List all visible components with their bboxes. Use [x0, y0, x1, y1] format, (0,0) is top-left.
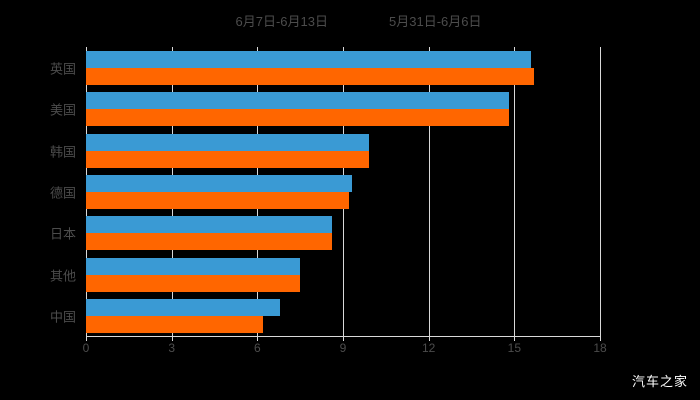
bar-韩国-series-0[interactable]: [86, 133, 369, 151]
legend-label-series-0: 6月7日-6月13日: [235, 13, 328, 29]
bar-英国-series-0[interactable]: [86, 50, 532, 68]
x-tick-label: 3: [168, 341, 175, 355]
x-tick-mark: [86, 337, 87, 341]
category-label-美国: 美国: [49, 102, 76, 118]
bar-美国-series-0[interactable]: [86, 92, 509, 110]
x-tick-label: 6: [253, 341, 261, 355]
bar-中国-series-0[interactable]: [86, 299, 281, 317]
x-tick-mark: [171, 337, 173, 341]
bar-日本-series-0[interactable]: [86, 216, 332, 234]
legend-marker-circle-icon: [219, 16, 229, 26]
gridline: [428, 47, 430, 337]
x-tick-mark: [600, 337, 601, 341]
watermark: 汽车之家: [631, 374, 688, 389]
x-tick-mark: [257, 337, 259, 341]
category-label-中国: 中国: [49, 309, 76, 325]
x-tick-mark: [428, 337, 430, 341]
bar-德国-series-1[interactable]: [86, 192, 349, 209]
x-tick-label: 18: [593, 341, 607, 355]
x-tick-label: 0: [82, 341, 90, 355]
x-tick-label: 12: [421, 341, 436, 355]
x-tick-label: 15: [507, 341, 522, 355]
x-axis-line: [86, 336, 601, 337]
category-label-日本: 日本: [49, 226, 76, 242]
legend-label-series-1: 5月31日-6月6日: [389, 13, 482, 29]
plot-area: [86, 47, 601, 337]
bar-美国-series-1[interactable]: [86, 109, 509, 127]
category-label-韩国: 韩国: [49, 144, 76, 160]
chart-legend: 6月7日-6月13日 5月31日-6月6日: [0, 10, 700, 32]
bar-德国-series-0[interactable]: [86, 175, 352, 192]
bar-日本-series-1[interactable]: [86, 233, 332, 251]
x-tick-label: 9: [339, 341, 347, 355]
category-label-英国: 英国: [49, 61, 76, 77]
x-tick-mark: [343, 337, 344, 341]
bar-中国-series-1[interactable]: [86, 316, 264, 334]
legend-marker-square-icon: [372, 16, 382, 26]
category-label-其他: 其他: [49, 268, 76, 284]
category-label-德国: 德国: [49, 185, 76, 201]
bar-其他-series-0[interactable]: [86, 257, 301, 275]
bar-韩国-series-1[interactable]: [86, 150, 369, 168]
bar-其他-series-1[interactable]: [86, 274, 301, 292]
gridline: [600, 47, 601, 337]
gridline: [514, 47, 516, 337]
legend-item-series-1[interactable]: 5月31日-6月6日: [372, 15, 481, 28]
bar-英国-series-1[interactable]: [86, 67, 535, 85]
x-tick-mark: [514, 337, 516, 341]
legend-item-series-0[interactable]: 6月7日-6月13日: [219, 15, 328, 28]
